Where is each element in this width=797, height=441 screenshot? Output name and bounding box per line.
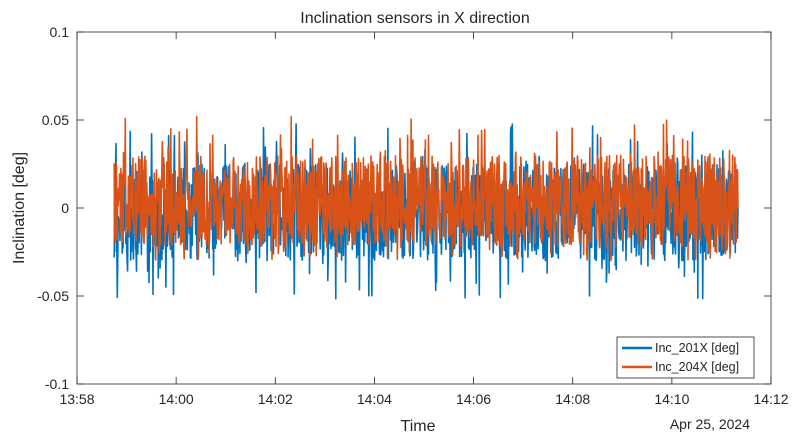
y-axis-label: Inclination [deg] [11,152,28,264]
x-tick-label: 14:08 [555,391,590,407]
x-tick-label: 14:00 [159,391,194,407]
x-tick-label: 14:04 [357,391,392,407]
x-tick-label: 14:06 [456,391,491,407]
y-tick-label: 0.1 [50,24,70,40]
x-tick-label: 14:10 [654,391,689,407]
series-layer [113,115,739,300]
x-tick-label: 14:02 [258,391,293,407]
y-tick-label: 0 [61,200,69,216]
y-tick-label: 0.05 [42,112,69,128]
axes-layer: 13:58 14:00 14:02 14:04 14:06 14:08 14:10 14:12… [37,24,789,407]
date-label: Apr 25, 2024 [670,416,750,432]
legend-label-inc-204x: Inc_204X [deg] [655,360,739,374]
legend-box [616,336,755,379]
legend: Inc_201X [deg] Inc_204X [deg] [616,336,755,379]
y-tick-label: -0.05 [37,288,69,304]
series-line [113,115,739,262]
x-axis-label: Time [401,418,436,435]
legend-label-inc-201x: Inc_201X [deg] [655,341,739,355]
chart-title: Inclination sensors in X direction [300,10,529,27]
x-tick-label: 13:58 [59,391,94,407]
x-tick-label: 14:12 [753,391,788,407]
y-tick-label: -0.1 [45,376,69,392]
